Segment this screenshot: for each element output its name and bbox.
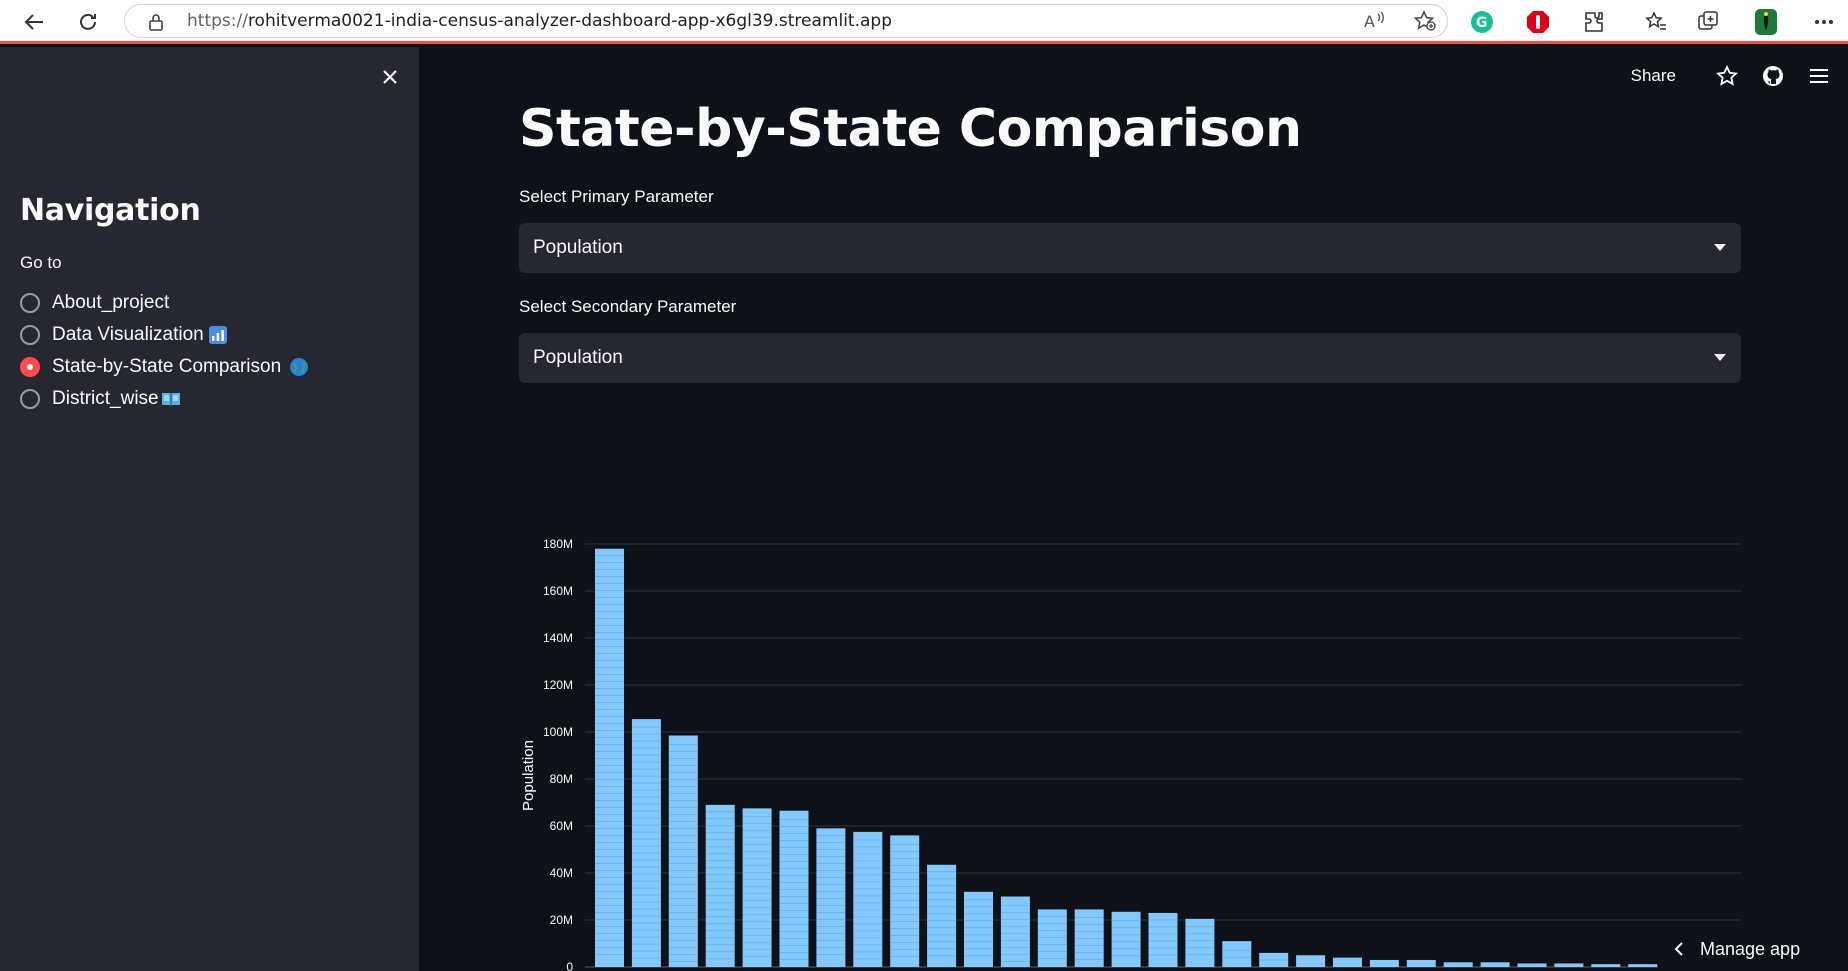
refresh-icon[interactable] xyxy=(72,6,104,38)
primary-parameter-select[interactable]: Population xyxy=(519,223,1741,273)
github-icon[interactable] xyxy=(1750,61,1796,91)
chart-bar xyxy=(1480,962,1510,967)
chart-bar xyxy=(1296,955,1326,967)
svg-text:G: G xyxy=(1476,15,1488,31)
y-tick-label: 140M xyxy=(543,631,573,645)
chart-bar xyxy=(1222,941,1252,967)
chart-bar xyxy=(890,835,920,967)
radio-label: State-by-State Comparison xyxy=(52,356,282,377)
chart-bar xyxy=(742,808,772,967)
select-value: Population xyxy=(533,347,623,368)
sidebar: Navigation Go to About_project Data Visu… xyxy=(0,47,419,971)
y-tick-label: 40M xyxy=(550,866,573,880)
y-tick-label: 180M xyxy=(543,537,573,551)
manage-app-button[interactable]: Manage app xyxy=(1658,927,1848,971)
chart-bar xyxy=(964,891,993,967)
chart-bar xyxy=(1369,959,1399,967)
radio-district-wise[interactable]: District_wise xyxy=(20,383,309,415)
chart-bar xyxy=(927,864,957,967)
chart-bar xyxy=(816,828,846,967)
url-text: https://rohitverma0021-india-census-anal… xyxy=(187,11,892,31)
globe-icon xyxy=(290,358,309,376)
star-icon[interactable] xyxy=(1704,61,1750,91)
chevron-down-icon xyxy=(1714,244,1726,251)
chart-bar xyxy=(1517,963,1547,967)
chart-bar xyxy=(1111,911,1141,967)
collections-icon[interactable] xyxy=(1694,8,1722,36)
chart-bar xyxy=(1037,909,1067,967)
select-value: Population xyxy=(533,237,623,258)
app-toolbar: Share xyxy=(1631,61,1848,91)
chart-bar xyxy=(853,831,883,967)
chart-bar xyxy=(1185,918,1215,967)
radio-data-visualization[interactable]: Data Visualization xyxy=(20,319,309,351)
y-axis-label: Population xyxy=(520,740,537,811)
y-tick-label: 0 xyxy=(566,960,573,971)
extensions-icon[interactable] xyxy=(1580,8,1608,36)
more-menu-icon[interactable] xyxy=(1810,8,1838,36)
radio-about-project[interactable]: About_project xyxy=(20,287,309,319)
back-icon[interactable] xyxy=(18,6,50,38)
close-sidebar-icon[interactable] xyxy=(376,63,404,91)
adblock-icon[interactable] xyxy=(1524,8,1552,36)
chart-bar xyxy=(705,804,735,967)
population-bar-chart: 0 20M 40M 60M 80M 100M 120M 140M 160M 180M Populat… xyxy=(520,537,1741,971)
primary-parameter-label: Select Primary Parameter xyxy=(519,187,714,206)
lock-icon[interactable] xyxy=(147,12,165,37)
browser-toolbar: https://rohitverma0021-india-census-anal… xyxy=(0,0,1848,44)
sidebar-heading: Navigation xyxy=(20,193,201,228)
radio-group-label: Go to xyxy=(20,253,62,272)
chart-bar xyxy=(631,719,661,967)
secondary-parameter-select[interactable]: Population xyxy=(519,333,1741,383)
chart-bar xyxy=(1628,964,1658,967)
book-icon xyxy=(161,393,180,406)
y-tick-label: 100M xyxy=(543,725,573,739)
y-tick-label: 60M xyxy=(550,819,573,833)
navigation-radio-group: About_project Data Visualization State-b… xyxy=(20,287,309,415)
grammarly-icon[interactable]: G xyxy=(1468,8,1496,36)
chart-bar xyxy=(1148,912,1178,967)
main-content: Share State-by-State Comparison Select P… xyxy=(419,47,1848,971)
chart-bar xyxy=(1554,963,1584,967)
add-favorite-icon[interactable] xyxy=(1413,10,1437,37)
chevron-left-icon xyxy=(1674,942,1683,956)
radio-button[interactable] xyxy=(20,389,40,409)
y-tick-label: 80M xyxy=(550,772,573,786)
favorites-icon[interactable] xyxy=(1642,8,1670,36)
radio-label: District_wise xyxy=(52,388,159,409)
chart-bar xyxy=(1443,962,1473,967)
address-bar[interactable]: https://rohitverma0021-india-census-anal… xyxy=(124,4,1448,38)
radio-label: About_project xyxy=(52,292,170,313)
chart-bar xyxy=(779,810,809,967)
chart-bar xyxy=(1333,957,1362,967)
page-title: State-by-State Comparison xyxy=(519,99,1302,159)
chart-bar xyxy=(1000,896,1030,967)
radio-button[interactable] xyxy=(20,293,40,313)
hamburger-menu-icon[interactable] xyxy=(1796,61,1842,91)
y-tick-label: 20M xyxy=(550,913,573,927)
radio-button-selected[interactable] xyxy=(20,357,40,377)
svg-text:A: A xyxy=(1364,12,1375,31)
radio-button[interactable] xyxy=(20,325,40,345)
chevron-down-icon xyxy=(1714,354,1726,361)
radio-state-comparison[interactable]: State-by-State Comparison xyxy=(20,351,309,383)
secondary-parameter-label: Select Secondary Parameter xyxy=(519,297,737,316)
chart-bar xyxy=(1406,959,1436,967)
read-aloud-icon[interactable]: A xyxy=(1363,10,1387,37)
y-tick-label: 160M xyxy=(543,584,573,598)
radio-label: Data Visualization xyxy=(52,324,204,345)
share-button[interactable]: Share xyxy=(1630,66,1676,85)
profile-avatar[interactable] xyxy=(1752,8,1780,36)
bar-chart-icon xyxy=(208,326,227,344)
chart-bar xyxy=(668,735,698,967)
y-tick-label: 120M xyxy=(543,678,573,692)
chart-bar xyxy=(1591,964,1621,967)
